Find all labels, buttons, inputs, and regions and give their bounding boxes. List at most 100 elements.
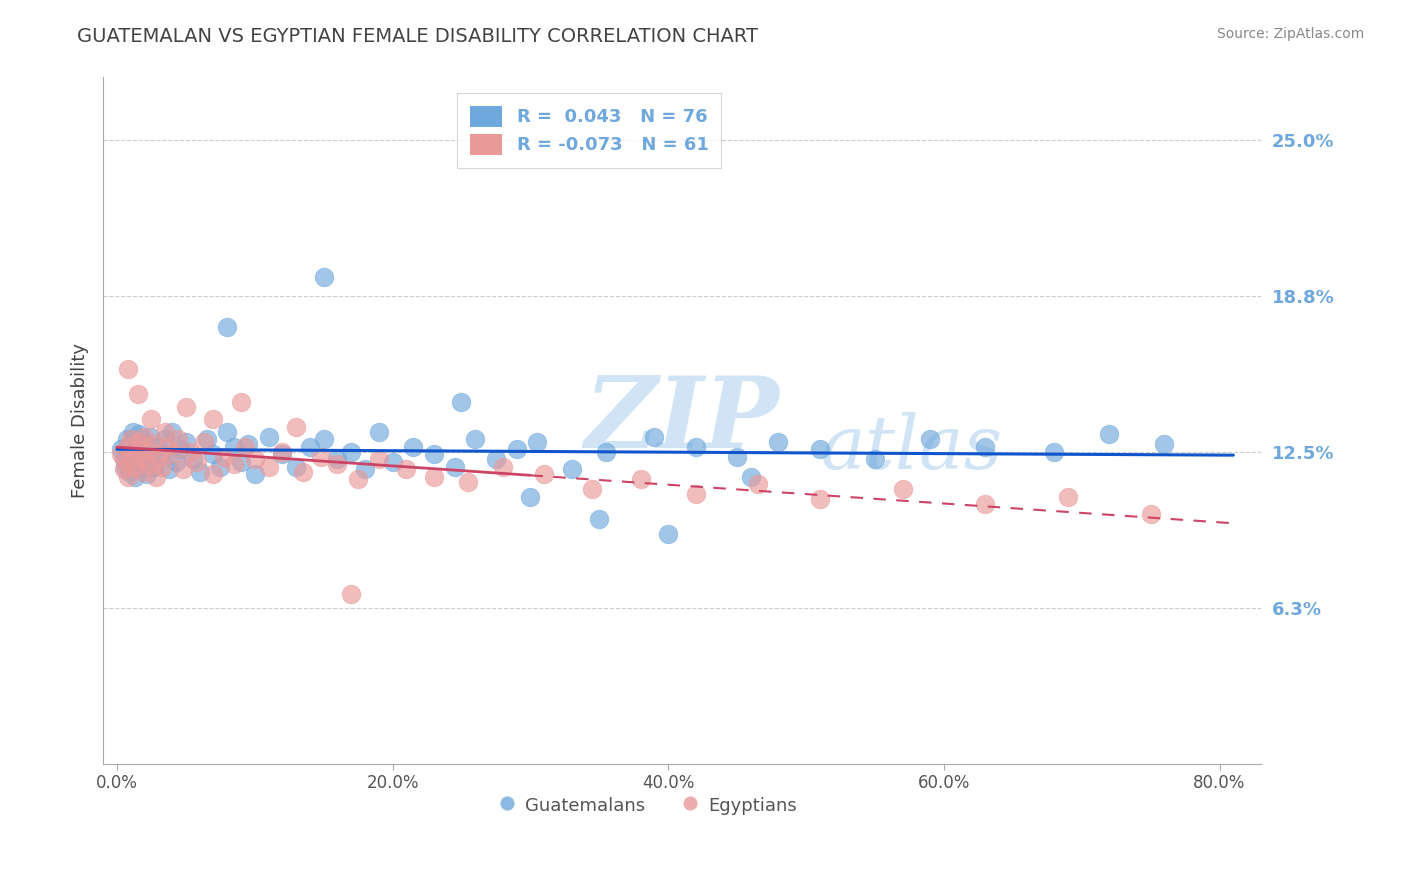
Egyptians (285, 420, 308, 434)
Egyptians (222, 458, 245, 472)
Guatemalans (725, 450, 748, 464)
Guatemalans (117, 447, 139, 461)
Guatemalans (174, 434, 197, 449)
Guatemalans (188, 465, 211, 479)
Guatemalans (920, 433, 942, 447)
Guatemalans (595, 445, 617, 459)
Guatemalans (217, 320, 239, 334)
Guatemalans (110, 442, 132, 457)
Egyptians (132, 465, 155, 479)
Egyptians (139, 445, 162, 459)
Guatemalans (561, 462, 583, 476)
Guatemalans (141, 452, 163, 467)
Guatemalans (243, 467, 266, 482)
Guatemalans (768, 434, 790, 449)
Egyptians (131, 450, 153, 464)
Egyptians (160, 447, 183, 461)
Guatemalans (139, 430, 162, 444)
Egyptians (117, 470, 139, 484)
Egyptians (141, 412, 163, 426)
Guatemalans (443, 459, 465, 474)
Guatemalans (129, 462, 152, 476)
Egyptians (110, 447, 132, 461)
Guatemalans (1153, 437, 1175, 451)
Egyptians (172, 462, 194, 476)
Egyptians (340, 587, 363, 601)
Egyptians (142, 437, 165, 451)
Text: Source: ZipAtlas.com: Source: ZipAtlas.com (1216, 27, 1364, 41)
Guatemalans (120, 437, 142, 451)
Guatemalans (127, 458, 149, 472)
Guatemalans (519, 490, 541, 504)
Guatemalans (134, 434, 156, 449)
Egyptians (685, 487, 707, 501)
Guatemalans (115, 433, 138, 447)
Guatemalans (169, 442, 191, 457)
Text: ZIP: ZIP (585, 372, 779, 469)
Egyptians (115, 440, 138, 454)
Guatemalans (450, 395, 472, 409)
Egyptians (145, 470, 167, 484)
Guatemalans (1043, 445, 1066, 459)
Guatemalans (643, 430, 665, 444)
Egyptians (243, 452, 266, 467)
Egyptians (326, 458, 349, 472)
Egyptians (120, 433, 142, 447)
Guatemalans (505, 442, 527, 457)
Egyptians (581, 483, 603, 497)
Guatemalans (114, 459, 136, 474)
Egyptians (148, 452, 170, 467)
Egyptians (179, 445, 201, 459)
Guatemalans (222, 440, 245, 454)
Guatemalans (152, 447, 174, 461)
Egyptians (136, 458, 159, 472)
Egyptians (367, 452, 389, 467)
Egyptians (1139, 507, 1161, 521)
Guatemalans (121, 455, 143, 469)
Guatemalans (131, 445, 153, 459)
Egyptians (155, 440, 177, 454)
Egyptians (112, 462, 135, 476)
Guatemalans (685, 440, 707, 454)
Guatemalans (112, 452, 135, 467)
Egyptians (233, 440, 256, 454)
Guatemalans (118, 465, 141, 479)
Y-axis label: Female Disability: Female Disability (72, 343, 89, 498)
Guatemalans (464, 433, 486, 447)
Guatemalans (181, 452, 204, 467)
Guatemalans (740, 470, 762, 484)
Guatemalans (124, 470, 146, 484)
Guatemalans (367, 425, 389, 439)
Guatemalans (160, 425, 183, 439)
Guatemalans (125, 440, 148, 454)
Egyptians (395, 462, 418, 476)
Egyptians (747, 477, 769, 491)
Egyptians (347, 472, 370, 486)
Egyptians (533, 467, 555, 482)
Text: GUATEMALAN VS EGYPTIAN FEMALE DISABILITY CORRELATION CHART: GUATEMALAN VS EGYPTIAN FEMALE DISABILITY… (77, 27, 758, 45)
Egyptians (214, 450, 236, 464)
Guatemalans (485, 452, 508, 467)
Guatemalans (271, 447, 294, 461)
Guatemalans (974, 440, 997, 454)
Egyptians (117, 362, 139, 376)
Egyptians (127, 387, 149, 401)
Guatemalans (863, 452, 886, 467)
Egyptians (257, 459, 280, 474)
Egyptians (891, 483, 914, 497)
Guatemalans (132, 450, 155, 464)
Egyptians (122, 452, 145, 467)
Guatemalans (148, 440, 170, 454)
Guatemalans (165, 455, 187, 469)
Egyptians (423, 470, 446, 484)
Egyptians (186, 455, 208, 469)
Guatemalans (236, 437, 259, 451)
Egyptians (193, 434, 215, 449)
Guatemalans (354, 462, 377, 476)
Guatemalans (229, 455, 252, 469)
Egyptians (309, 450, 332, 464)
Guatemalans (217, 425, 239, 439)
Egyptians (457, 475, 479, 489)
Guatemalans (526, 434, 548, 449)
Guatemalans (153, 433, 176, 447)
